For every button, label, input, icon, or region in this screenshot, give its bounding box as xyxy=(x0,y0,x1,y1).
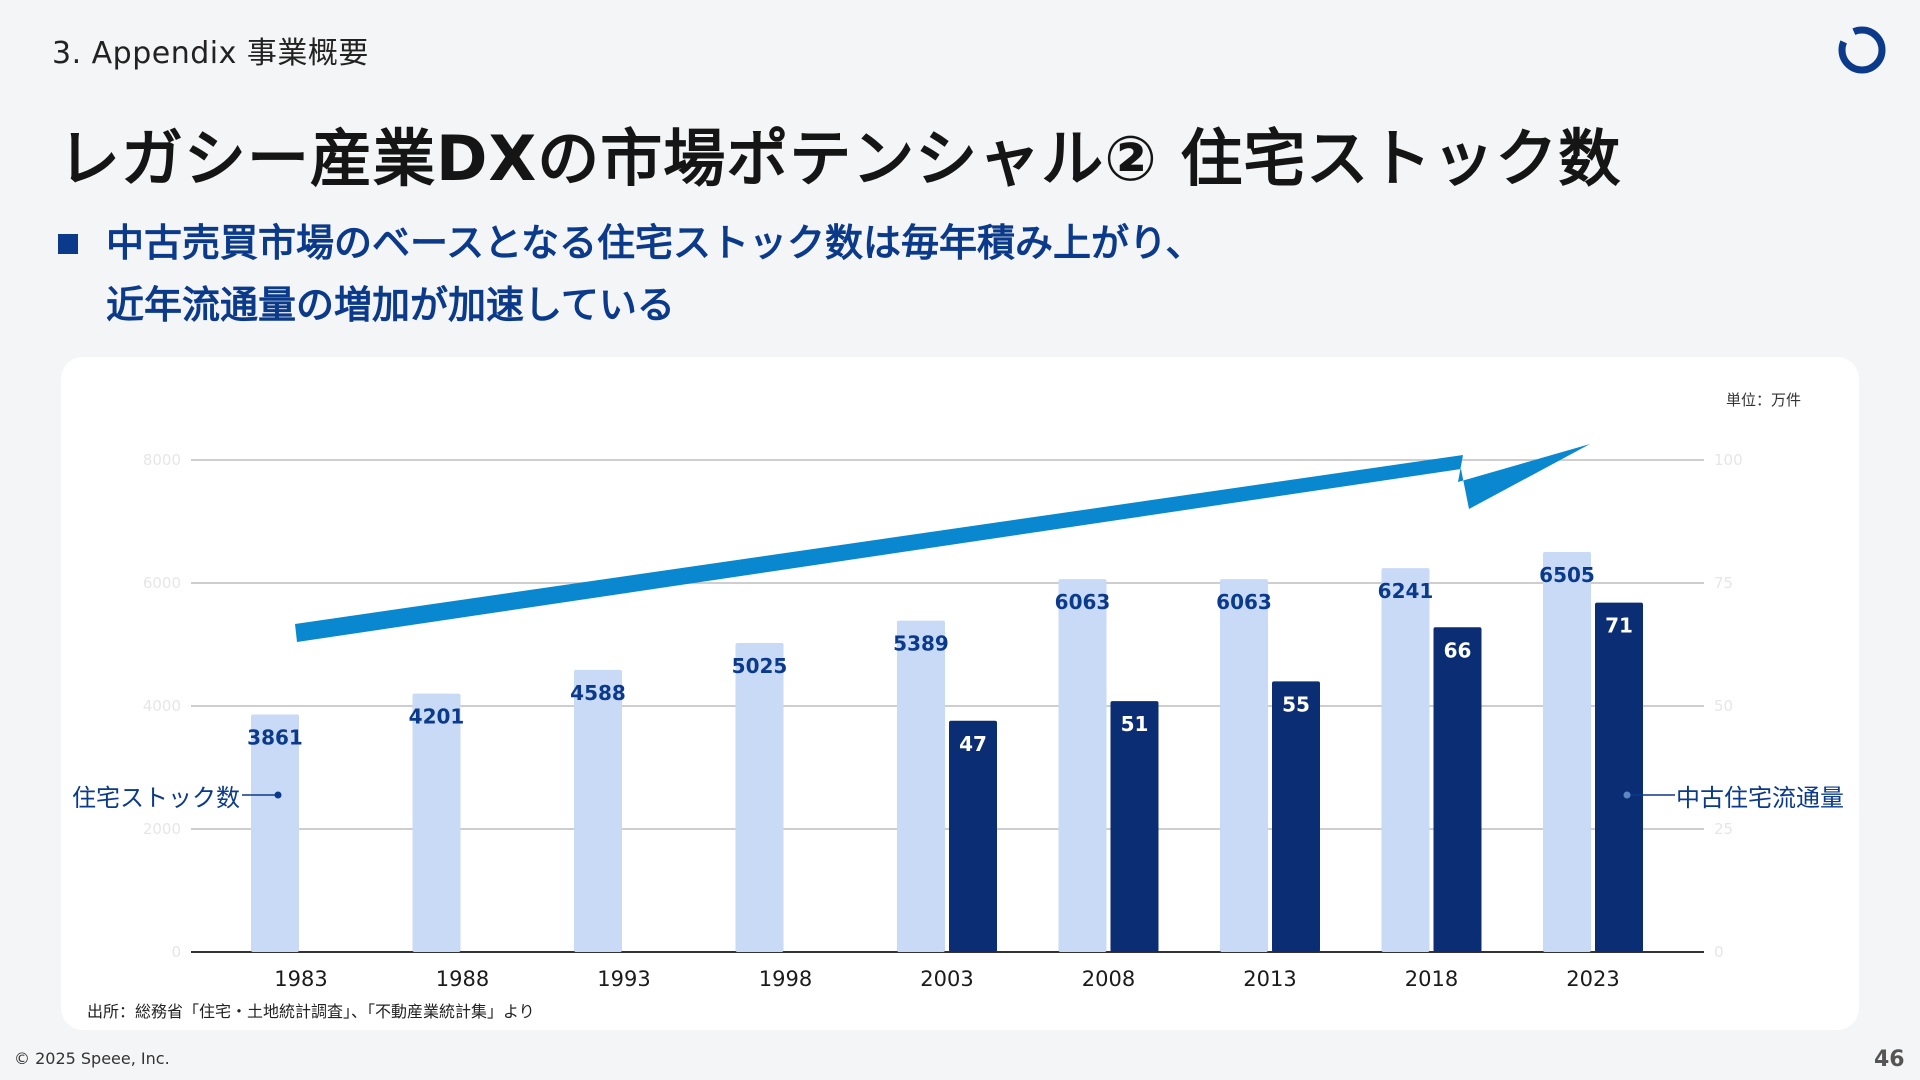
left-axis-tick-label: 0 xyxy=(171,943,181,961)
data-label-circulation: 51 xyxy=(1121,712,1149,736)
footer-copyright: © 2025 Speee, Inc. xyxy=(14,1049,170,1068)
x-axis-tick-label: 2023 xyxy=(1566,967,1619,991)
page-number: 46 xyxy=(1874,1047,1905,1072)
chart-card: 0 2000 4000 6000 8000 0 25 50 75 100 3861 1983 4201 1… xyxy=(61,357,1859,1030)
data-label-stock: 4201 xyxy=(409,705,465,729)
key-message-line-2: 近年流通量の増加が加速している xyxy=(106,283,675,327)
data-label-circulation: 66 xyxy=(1444,638,1472,662)
x-axis-tick-label: 2008 xyxy=(1082,967,1135,991)
source-note: 出所：総務省「住宅・土地統計調査」、「不動産業統計集」より xyxy=(87,1002,535,1021)
data-label-circulation: 55 xyxy=(1282,692,1310,716)
chart-svg: 0 2000 4000 6000 8000 0 25 50 75 100 3861 1983 4201 1… xyxy=(143,444,1743,991)
bar-stock xyxy=(735,642,784,952)
bar-circulation xyxy=(1272,681,1320,952)
x-axis-tick-label: 1988 xyxy=(436,967,489,991)
key-message: 中古売買市場のベースとなる住宅ストック数は毎年積み上がり、 近年流通量の増加が加… xyxy=(58,212,1203,336)
x-axis-tick-label: 1993 xyxy=(597,967,650,991)
company-logo-icon xyxy=(1838,26,1886,74)
x-axis-tick-label: 1983 xyxy=(274,967,327,991)
left-axis-tick-label: 8000 xyxy=(143,451,181,469)
section-label: 3. Appendix 事業概要 xyxy=(52,36,369,71)
bar-stock xyxy=(251,714,299,952)
data-label-stock: 6505 xyxy=(1539,563,1595,587)
bar-circulation xyxy=(1110,701,1159,952)
right-axis-tick-label: 50 xyxy=(1714,697,1733,715)
data-label-circulation: 47 xyxy=(959,732,987,756)
right-axis-tick-label: 100 xyxy=(1714,451,1743,469)
data-label-stock: 5025 xyxy=(732,654,788,678)
x-axis-tick-label: 2013 xyxy=(1243,967,1296,991)
bar-circulation xyxy=(949,720,997,952)
bar-stock xyxy=(412,693,461,952)
leader-dot-stock xyxy=(274,791,282,799)
series-label-stock: 住宅ストック数 xyxy=(72,784,240,812)
left-axis-tick-label: 4000 xyxy=(143,697,181,715)
trend-arrow xyxy=(295,444,1590,642)
unit-label: 単位：万件 xyxy=(1726,391,1802,409)
data-label-circulation: 71 xyxy=(1605,614,1633,638)
leader-dot-circulation xyxy=(1623,791,1631,799)
series-label-circulation: 中古住宅流通量 xyxy=(1676,784,1844,812)
data-label-stock: 3861 xyxy=(247,726,303,750)
bar-stock xyxy=(574,669,622,952)
page-title: レガシー産業DXの市場ポテンシャル② 住宅ストック数 xyxy=(58,122,1622,195)
bar-stock xyxy=(897,620,945,952)
data-label-stock: 6063 xyxy=(1055,590,1111,614)
x-axis-tick-label: 2018 xyxy=(1405,967,1458,991)
data-label-stock: 6063 xyxy=(1216,590,1272,614)
left-axis-tick-label: 2000 xyxy=(143,820,181,838)
bar-stock xyxy=(1543,551,1591,952)
left-axis-tick-label: 6000 xyxy=(143,574,181,592)
bar-stock xyxy=(1220,579,1268,952)
bar-circulation xyxy=(1595,602,1643,952)
right-axis-tick-label: 25 xyxy=(1714,820,1733,838)
bullet-square-icon xyxy=(58,234,78,254)
key-message-line-1: 中古売買市場のベースとなる住宅ストック数は毎年積み上がり、 xyxy=(106,221,1204,265)
bar-stock xyxy=(1058,579,1107,952)
bar-stock xyxy=(1381,568,1430,952)
x-axis-tick-label: 2003 xyxy=(920,967,973,991)
x-axis-tick-label: 1998 xyxy=(759,967,812,991)
data-label-stock: 6241 xyxy=(1378,579,1434,603)
data-label-stock: 4588 xyxy=(570,681,626,705)
bar-circulation xyxy=(1433,627,1482,952)
right-axis-tick-label: 75 xyxy=(1714,574,1733,592)
data-label-stock: 5389 xyxy=(893,632,949,656)
right-axis-tick-label: 0 xyxy=(1714,943,1724,961)
